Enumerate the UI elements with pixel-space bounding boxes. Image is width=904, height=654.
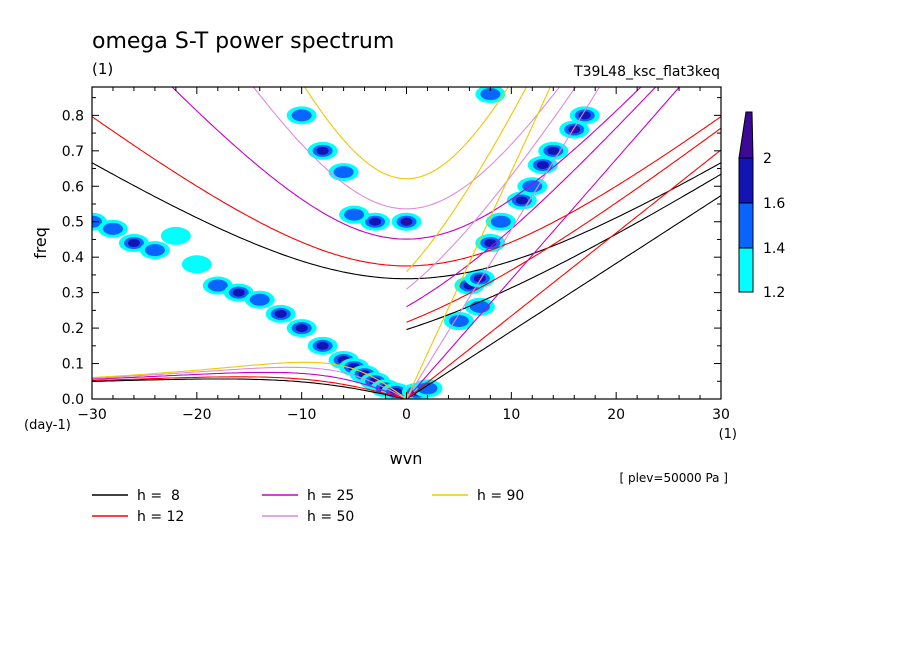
legend-label-h8: h = 8 [137, 488, 180, 504]
contour-blob-core [274, 309, 287, 318]
x-tick-label: −30 [77, 407, 107, 423]
contour-blob-core [316, 341, 329, 350]
dispersion-curve-kelvin-h12 [406, 149, 721, 399]
dispersion-curve-mrg-h90 [406, 87, 528, 273]
dispersion-curve-ig1-h25 [171, 87, 642, 240]
legend-label-h12: h = 12 [137, 509, 184, 525]
x-tick-label: 30 [712, 407, 730, 423]
x-tick-label: −20 [182, 407, 212, 423]
contour-blob-inner [144, 244, 165, 257]
dispersion-curve-mrg-h8 [406, 173, 721, 331]
colorbar-top-arrow [738, 111, 754, 159]
contour-blob [181, 255, 212, 274]
dispersion-curve-mrg-h25 [406, 87, 657, 308]
contour-blob-core [536, 161, 549, 169]
dispersion-curve-kelvin-h90 [405, 87, 551, 399]
run-name: T39L48_ksc_flat3keq [573, 64, 720, 80]
contour-blob-inner [448, 315, 469, 327]
contour-blob-peak [403, 219, 410, 224]
dispersion-curve-er1-h25 [92, 371, 407, 399]
y-tick-label: 0.0 [62, 392, 84, 408]
x-axis-units: (1) [719, 427, 737, 442]
contour-blob-inner [249, 293, 270, 306]
y-axis-label: freq [31, 227, 50, 259]
contour-blob-inner [522, 180, 543, 193]
chart-title: omega S-T power spectrum [92, 29, 394, 54]
dispersion-curve-er1-h12 [92, 376, 407, 399]
contour-blob-core [578, 111, 591, 120]
title-units: (1) [92, 60, 113, 78]
colorbar-level-4 [738, 157, 754, 204]
colorbar-label-2: 2 [763, 151, 772, 167]
x-tick-label: −10 [287, 407, 317, 423]
legend-item-h50: h = 50 [262, 509, 354, 525]
dispersion-curve-ig1-h90 [303, 87, 510, 180]
colorbar-level-2 [738, 247, 754, 293]
legend-label-h50: h = 50 [307, 509, 354, 525]
legend-item-h8: h = 8 [92, 488, 180, 504]
x-tick-label: 20 [607, 407, 625, 423]
dispersion-curve-er1-h8 [92, 378, 407, 399]
colorbar-level-3 [738, 202, 754, 249]
dispersion-curve-ig1-h8 [92, 162, 721, 280]
y-tick-label: 0.7 [62, 144, 84, 160]
y-tick-label: 0.6 [62, 179, 84, 195]
legend-label-h25: h = 25 [307, 488, 354, 504]
y-tick-label: 0.5 [62, 215, 84, 231]
legend-item-h90: h = 90 [432, 488, 524, 504]
dispersion-curve-ig1-h12 [92, 116, 721, 267]
contour-blob-inner [333, 166, 354, 179]
contour-blob-inner [490, 215, 511, 228]
contour-blob-inner [344, 208, 365, 221]
legend-item-h25: h = 25 [262, 488, 354, 504]
dispersion-curve-kelvin-h8 [406, 195, 721, 399]
colorbar-label-1-2: 1.2 [763, 285, 785, 301]
contour-blob-core [547, 146, 560, 155]
dispersion-curve-mrg-h50 [406, 87, 577, 290]
contour-blob-core [316, 146, 329, 155]
contour-blob-core [127, 239, 140, 247]
dispersion-curve-kelvin-h50 [406, 87, 601, 399]
level-note: [ plev=50000 Pa ] [619, 471, 728, 485]
x-tick-label: 10 [502, 407, 520, 423]
y-tick-label: 0.3 [62, 286, 84, 302]
contour-blob-inner [207, 279, 228, 292]
colorbar: 2 1.6 1.4 1.2 [738, 111, 785, 301]
colorbar-label-1-6: 1.6 [763, 196, 785, 212]
x-axis-label: wvn [390, 449, 423, 468]
colorbar-label-1-4: 1.4 [763, 241, 785, 257]
contour-blob-inner [480, 88, 501, 101]
dispersion-curve-er1-h90 [92, 361, 407, 399]
legend: h = 8 h = 12 h = 25 h = 50 h = 90 [92, 488, 524, 525]
contour-blob-core [369, 217, 382, 226]
contour-blob [160, 226, 191, 245]
dispersion-curves [92, 87, 721, 399]
axis-ticks: −30 −20 −10 0 10 20 30 0.0 0.1 0.2 0.3 0.4 0.5 0.6 0.7… [62, 87, 730, 423]
y-tick-label: 0.4 [62, 250, 84, 266]
y-tick-label: 0.8 [62, 108, 84, 124]
contour-blob-inner [291, 109, 312, 122]
dispersion-curve-er1-h50 [92, 366, 407, 399]
x-tick-label: 0 [402, 407, 411, 423]
y-axis-units: (day-1) [24, 418, 71, 433]
dispersion-curve-kelvin-h25 [406, 87, 681, 399]
legend-label-h90: h = 90 [477, 488, 524, 504]
y-tick-label: 0.1 [62, 357, 84, 373]
contour-blob-core [515, 196, 528, 205]
contour-blob-inner [102, 222, 123, 235]
contour-blob-inner [417, 382, 438, 395]
contour-blob-core [295, 324, 308, 333]
contour-blob-core [232, 288, 245, 297]
y-tick-label: 0.2 [62, 321, 84, 337]
dispersion-curve-ig1-h50 [252, 87, 561, 210]
legend-item-h12: h = 12 [92, 509, 184, 525]
dispersion-curve-mrg-h12 [406, 127, 721, 323]
plot-background [92, 87, 721, 399]
